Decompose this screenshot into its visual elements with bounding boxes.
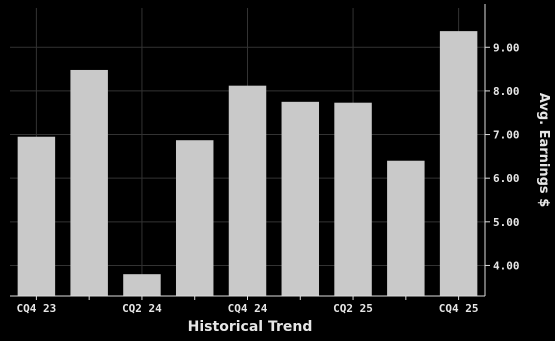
bar <box>334 102 372 296</box>
bar <box>123 274 161 296</box>
bar <box>387 160 425 296</box>
bars <box>17 31 478 297</box>
y-tick-label: 6.00 <box>493 172 520 185</box>
y-tick-label: 8.00 <box>493 85 520 98</box>
x-tick-label: CQ4 24 <box>228 302 268 315</box>
x-tick-label: CQ4 25 <box>439 302 479 315</box>
y-tick-label: 5.00 <box>493 216 520 229</box>
x-tick-label: CQ2 25 <box>333 302 373 315</box>
y-axis-label: Avg. Earnings $ <box>536 93 551 208</box>
axes: 4.00 5.00 6.00 7.00 8.00 9.00 CQ4 23 CQ2 24 CQ4 … <box>10 4 520 315</box>
x-tick-label: CQ2 24 <box>122 302 162 315</box>
bar <box>17 136 56 296</box>
x-axis-label: Historical Trend <box>188 319 313 335</box>
bar <box>175 140 214 296</box>
y-tick-label: 4.00 <box>493 259 520 272</box>
bar <box>439 31 478 297</box>
x-tick-label: CQ4 23 <box>17 302 57 315</box>
bar <box>70 69 108 296</box>
y-tick-label: 7.00 <box>493 129 520 142</box>
bar <box>281 101 320 297</box>
bar <box>228 85 267 296</box>
y-tick-label: 9.00 <box>493 41 520 54</box>
